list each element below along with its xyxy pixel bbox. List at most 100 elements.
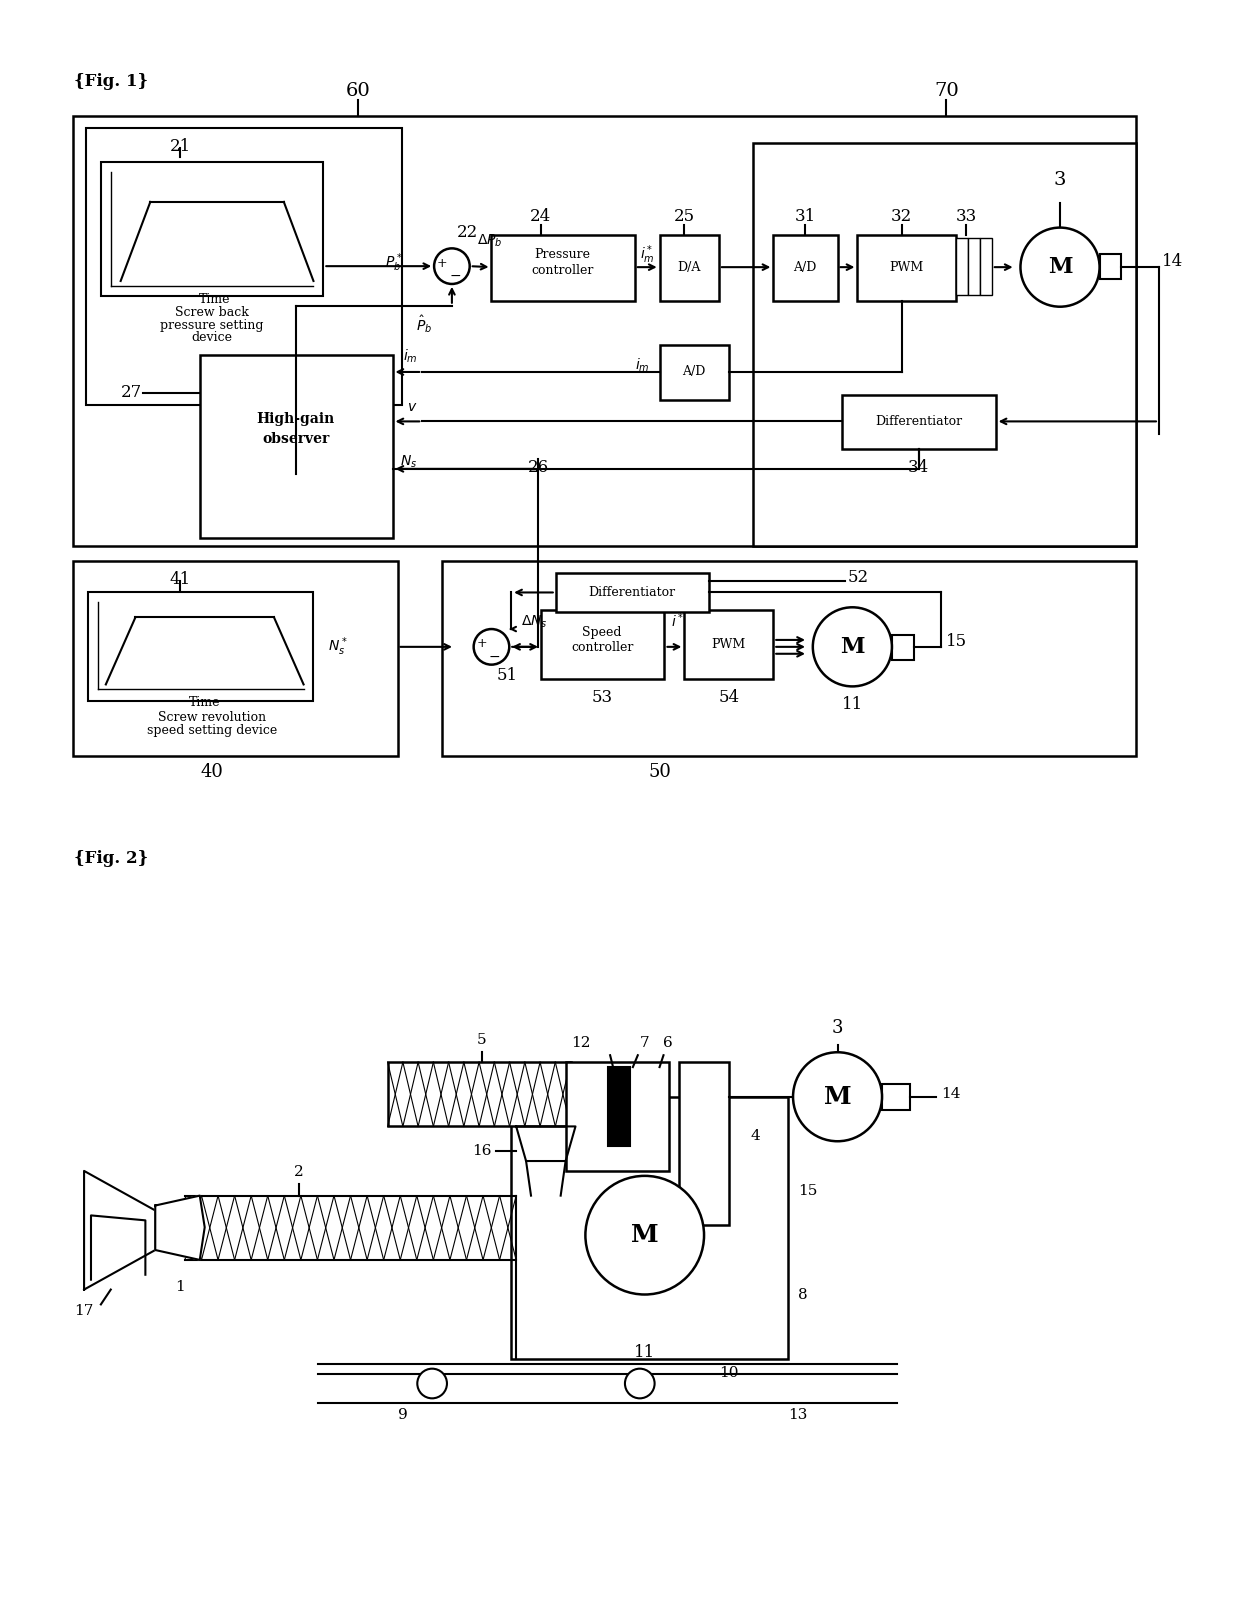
Text: Screw revolution: Screw revolution xyxy=(157,711,265,724)
Bar xyxy=(754,143,1136,546)
Bar xyxy=(541,611,665,679)
Text: 6: 6 xyxy=(662,1037,672,1050)
Text: 3: 3 xyxy=(832,1019,843,1037)
Text: {Fig. 1}: {Fig. 1} xyxy=(74,73,149,91)
Text: $i_m$: $i_m$ xyxy=(403,348,418,364)
Bar xyxy=(556,573,709,612)
Text: Screw back: Screw back xyxy=(175,306,248,319)
Text: $v$: $v$ xyxy=(407,400,418,415)
Text: $\Delta N_s$: $\Delta N_s$ xyxy=(521,614,548,630)
Text: Time: Time xyxy=(198,293,231,306)
Circle shape xyxy=(418,1369,446,1398)
Text: 41: 41 xyxy=(170,570,191,588)
Text: 3: 3 xyxy=(1054,172,1066,190)
Text: Speed: Speed xyxy=(583,625,622,638)
Text: 51: 51 xyxy=(496,666,517,684)
Text: $P_b^*$: $P_b^*$ xyxy=(384,251,403,274)
Bar xyxy=(684,611,774,679)
Text: 22: 22 xyxy=(456,225,479,241)
Text: 15: 15 xyxy=(799,1184,817,1197)
Text: PWM: PWM xyxy=(712,638,746,651)
Text: $\hat{P}_b$: $\hat{P}_b$ xyxy=(415,314,432,335)
Text: 54: 54 xyxy=(718,690,739,706)
Text: 21: 21 xyxy=(170,138,191,154)
Bar xyxy=(491,235,635,301)
Polygon shape xyxy=(155,1196,205,1260)
Text: +: + xyxy=(436,256,448,269)
Text: controller: controller xyxy=(532,264,594,277)
Text: 11: 11 xyxy=(634,1345,656,1361)
Text: A/D: A/D xyxy=(682,366,706,379)
Bar xyxy=(565,1063,670,1171)
Bar xyxy=(100,162,324,296)
Text: 26: 26 xyxy=(527,458,548,476)
Bar xyxy=(980,238,992,295)
Text: observer: observer xyxy=(262,433,330,446)
Bar xyxy=(857,235,956,301)
Bar xyxy=(441,561,1136,755)
Text: 53: 53 xyxy=(591,690,613,706)
Text: 1: 1 xyxy=(175,1280,185,1294)
Bar xyxy=(608,1068,630,1147)
Text: 70: 70 xyxy=(934,83,959,100)
Text: 15: 15 xyxy=(946,633,967,650)
Text: 8: 8 xyxy=(799,1288,807,1301)
Text: 14: 14 xyxy=(1162,253,1183,269)
Circle shape xyxy=(812,608,892,687)
Text: Time: Time xyxy=(188,697,221,710)
Text: Pressure: Pressure xyxy=(534,248,590,261)
Bar xyxy=(892,635,914,659)
Text: $i^*$: $i^*$ xyxy=(671,611,684,630)
Bar xyxy=(660,235,719,301)
Text: speed setting device: speed setting device xyxy=(146,724,277,737)
Text: M: M xyxy=(823,1085,852,1108)
Bar xyxy=(73,117,1136,546)
Text: +: + xyxy=(476,637,487,650)
Text: D/A: D/A xyxy=(677,261,701,274)
Text: M: M xyxy=(841,635,864,658)
Text: A/D: A/D xyxy=(794,261,817,274)
Bar xyxy=(842,395,996,449)
Text: 50: 50 xyxy=(649,763,671,781)
Bar xyxy=(968,238,980,295)
Bar xyxy=(511,1097,789,1359)
Text: 12: 12 xyxy=(570,1037,590,1050)
Text: 11: 11 xyxy=(842,697,863,713)
Text: 32: 32 xyxy=(892,207,913,225)
Text: 31: 31 xyxy=(795,207,816,225)
Text: $\Delta P_b$: $\Delta P_b$ xyxy=(476,233,502,249)
Text: $i_m$: $i_m$ xyxy=(635,356,650,374)
Text: −: − xyxy=(489,650,500,664)
Bar xyxy=(86,128,403,405)
Circle shape xyxy=(474,629,510,664)
Text: {Fig. 2}: {Fig. 2} xyxy=(74,849,149,867)
Text: 14: 14 xyxy=(941,1087,961,1100)
Bar xyxy=(680,1063,729,1225)
Text: $i_m^*$: $i_m^*$ xyxy=(640,243,655,266)
Text: pressure setting: pressure setting xyxy=(160,319,263,332)
Circle shape xyxy=(1021,227,1100,306)
Text: M: M xyxy=(631,1223,658,1247)
Circle shape xyxy=(585,1176,704,1294)
Bar xyxy=(200,355,393,538)
Bar xyxy=(88,593,314,701)
Text: 40: 40 xyxy=(200,763,223,781)
Bar xyxy=(73,561,398,755)
Text: 27: 27 xyxy=(120,384,141,402)
Bar xyxy=(388,1063,570,1126)
Bar xyxy=(774,235,837,301)
Text: controller: controller xyxy=(570,642,634,654)
Text: 7: 7 xyxy=(640,1037,650,1050)
Bar xyxy=(1100,254,1121,279)
Text: 13: 13 xyxy=(789,1408,807,1422)
Circle shape xyxy=(794,1053,882,1140)
Circle shape xyxy=(434,248,470,284)
Text: 24: 24 xyxy=(531,207,552,225)
Text: 25: 25 xyxy=(673,207,694,225)
Text: 5: 5 xyxy=(476,1034,486,1047)
Circle shape xyxy=(625,1369,655,1398)
Text: 4: 4 xyxy=(750,1129,760,1144)
Text: PWM: PWM xyxy=(889,261,924,274)
Text: $N_s^*$: $N_s^*$ xyxy=(329,635,348,658)
Text: device: device xyxy=(191,332,232,345)
